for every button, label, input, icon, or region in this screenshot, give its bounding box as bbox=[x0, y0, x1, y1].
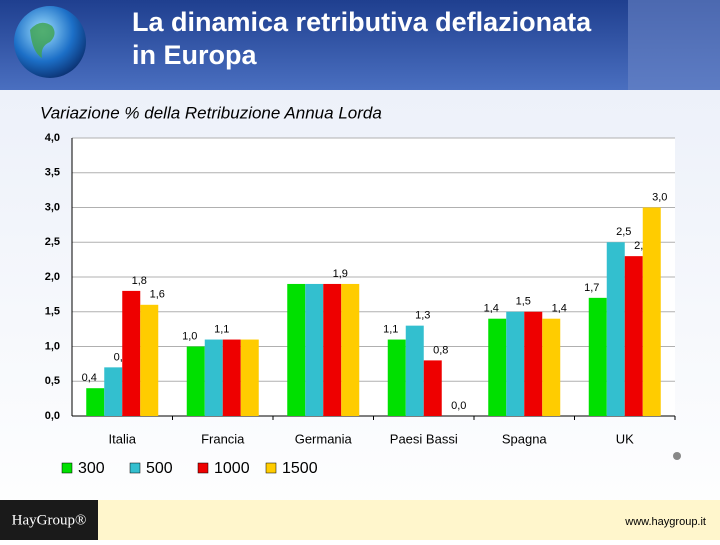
y-tick-label: 0,5 bbox=[45, 375, 60, 387]
bar bbox=[204, 339, 223, 416]
legend-swatch bbox=[197, 462, 209, 474]
legend-label: 1000 bbox=[214, 460, 250, 477]
data-label: 1,3 bbox=[415, 310, 430, 322]
footer-url: www.haygroup.it bbox=[624, 516, 706, 528]
x-tick-label: Italia bbox=[109, 431, 137, 446]
data-label: 1,0 bbox=[182, 330, 197, 342]
y-tick-label: 1,0 bbox=[45, 340, 60, 352]
bar bbox=[423, 360, 442, 416]
data-label: 1,1 bbox=[383, 323, 398, 335]
data-label: 0,0 bbox=[451, 400, 466, 412]
legend-label: 300 bbox=[78, 460, 105, 477]
data-label: 1,1 bbox=[214, 323, 229, 335]
y-tick-label: 3,0 bbox=[45, 201, 60, 213]
bar bbox=[86, 388, 105, 416]
bar bbox=[122, 290, 141, 416]
data-label: 1,8 bbox=[132, 275, 147, 287]
bar bbox=[524, 311, 543, 416]
x-tick-label: Francia bbox=[201, 431, 245, 446]
legend-label: 1500 bbox=[282, 460, 318, 477]
bar bbox=[240, 339, 259, 416]
x-tick-label: Paesi Bassi bbox=[390, 431, 458, 446]
bar bbox=[488, 318, 507, 416]
bar bbox=[506, 311, 525, 416]
y-tick-label: 1,5 bbox=[45, 306, 60, 318]
bar bbox=[104, 367, 123, 416]
bar bbox=[140, 304, 159, 416]
data-label: 0,8 bbox=[433, 344, 448, 356]
title-line: La dinamica retributiva deflazionata bbox=[132, 7, 592, 37]
bar bbox=[222, 339, 241, 416]
title-line: in Europa bbox=[132, 40, 257, 70]
data-label: 3,0 bbox=[652, 191, 667, 203]
legend-label: 500 bbox=[146, 460, 173, 477]
decor-dot bbox=[673, 452, 681, 460]
data-label: 1,4 bbox=[484, 303, 499, 315]
bar bbox=[341, 283, 360, 416]
y-tick-label: 0,0 bbox=[45, 410, 60, 422]
chart-subtitle: Variazione % della Retribuzione Annua Lo… bbox=[40, 103, 382, 122]
x-tick-label: Germania bbox=[295, 431, 353, 446]
bar bbox=[542, 318, 561, 416]
bar bbox=[323, 283, 342, 416]
legend-swatch bbox=[265, 462, 277, 474]
data-label: 1,7 bbox=[584, 282, 599, 294]
header-band bbox=[0, 0, 720, 90]
data-label: 1,5 bbox=[516, 296, 531, 308]
plot: 0,00,51,01,52,02,53,03,54,0Italia0,40,71… bbox=[45, 132, 676, 477]
bar bbox=[642, 207, 661, 416]
data-label: 1,4 bbox=[552, 303, 567, 315]
header-accent bbox=[628, 0, 720, 90]
legend-swatch bbox=[61, 462, 73, 474]
globe-land bbox=[30, 22, 55, 58]
legend-swatch bbox=[129, 462, 141, 474]
bar bbox=[186, 346, 205, 416]
y-tick-label: 4,0 bbox=[45, 132, 60, 144]
data-label: 0,4 bbox=[82, 372, 97, 384]
data-label: 1,9 bbox=[333, 268, 348, 280]
y-tick-label: 2,5 bbox=[45, 236, 60, 248]
footer-band bbox=[0, 500, 720, 540]
bar bbox=[405, 325, 424, 416]
logo: HayGroup® bbox=[12, 512, 87, 528]
bar bbox=[588, 297, 607, 416]
logo-box bbox=[0, 500, 98, 540]
y-tick-label: 3,5 bbox=[45, 167, 60, 179]
data-label: 1,6 bbox=[150, 289, 165, 301]
bar bbox=[387, 339, 406, 416]
bar bbox=[606, 242, 625, 416]
y-tick-label: 2,0 bbox=[45, 271, 60, 283]
data-label: 2,5 bbox=[616, 226, 631, 238]
bar bbox=[287, 283, 306, 416]
x-tick-label: UK bbox=[616, 431, 634, 446]
bar bbox=[305, 283, 324, 416]
x-tick-label: Spagna bbox=[502, 431, 548, 446]
bar bbox=[624, 256, 643, 416]
